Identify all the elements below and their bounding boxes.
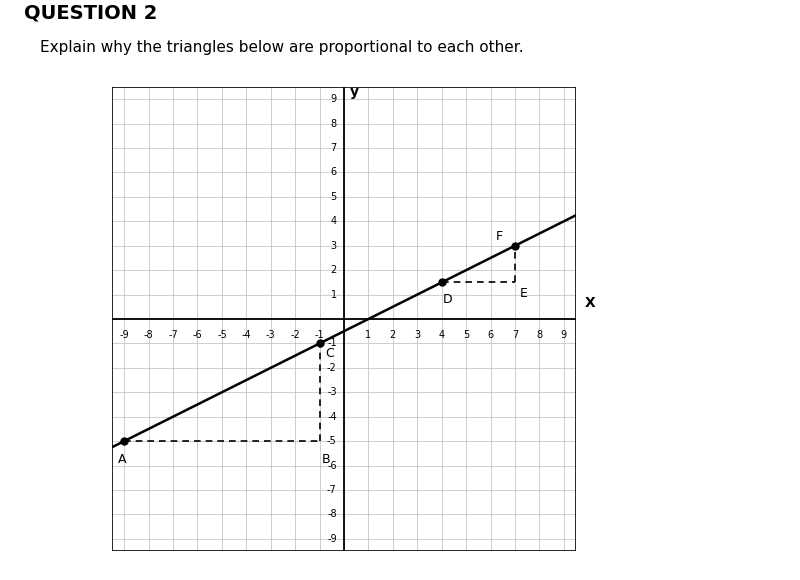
Text: 8: 8 <box>536 330 542 340</box>
Text: 4: 4 <box>438 330 445 340</box>
Text: C: C <box>326 347 334 360</box>
Text: 5: 5 <box>463 330 470 340</box>
Text: 1: 1 <box>330 289 337 300</box>
Text: -6: -6 <box>327 461 337 470</box>
Text: -2: -2 <box>290 330 300 340</box>
Text: 3: 3 <box>330 241 337 251</box>
Text: 5: 5 <box>330 192 337 202</box>
Text: D: D <box>443 293 453 306</box>
Text: -4: -4 <box>327 412 337 422</box>
Text: -1: -1 <box>327 338 337 349</box>
Text: -7: -7 <box>168 330 178 340</box>
Text: X: X <box>585 296 595 310</box>
Text: -5: -5 <box>217 330 226 340</box>
Text: -1: -1 <box>314 330 324 340</box>
Text: B: B <box>322 454 330 466</box>
Text: y: y <box>350 85 359 99</box>
Text: F: F <box>495 230 502 243</box>
Text: -9: -9 <box>119 330 129 340</box>
Text: -8: -8 <box>144 330 154 340</box>
Text: 2: 2 <box>330 265 337 275</box>
Text: QUESTION 2: QUESTION 2 <box>24 3 158 23</box>
Text: 6: 6 <box>487 330 494 340</box>
Text: 9: 9 <box>561 330 567 340</box>
Text: -4: -4 <box>242 330 251 340</box>
Text: -3: -3 <box>266 330 275 340</box>
Text: 9: 9 <box>330 94 337 104</box>
Text: -8: -8 <box>327 509 337 519</box>
Text: 2: 2 <box>390 330 396 340</box>
Text: 4: 4 <box>330 216 337 226</box>
Text: -3: -3 <box>327 387 337 397</box>
Text: A: A <box>118 454 126 466</box>
Text: Explain why the triangles below are proportional to each other.: Explain why the triangles below are prop… <box>40 41 523 55</box>
Text: 7: 7 <box>330 143 337 153</box>
Text: 6: 6 <box>330 168 337 177</box>
Text: -7: -7 <box>327 485 337 495</box>
Text: -5: -5 <box>327 436 337 446</box>
Text: -9: -9 <box>327 534 337 544</box>
Text: -2: -2 <box>327 363 337 373</box>
Text: -6: -6 <box>193 330 202 340</box>
Text: 8: 8 <box>330 119 337 129</box>
Text: 3: 3 <box>414 330 420 340</box>
Text: 7: 7 <box>512 330 518 340</box>
Text: E: E <box>520 287 528 300</box>
Text: 1: 1 <box>366 330 371 340</box>
